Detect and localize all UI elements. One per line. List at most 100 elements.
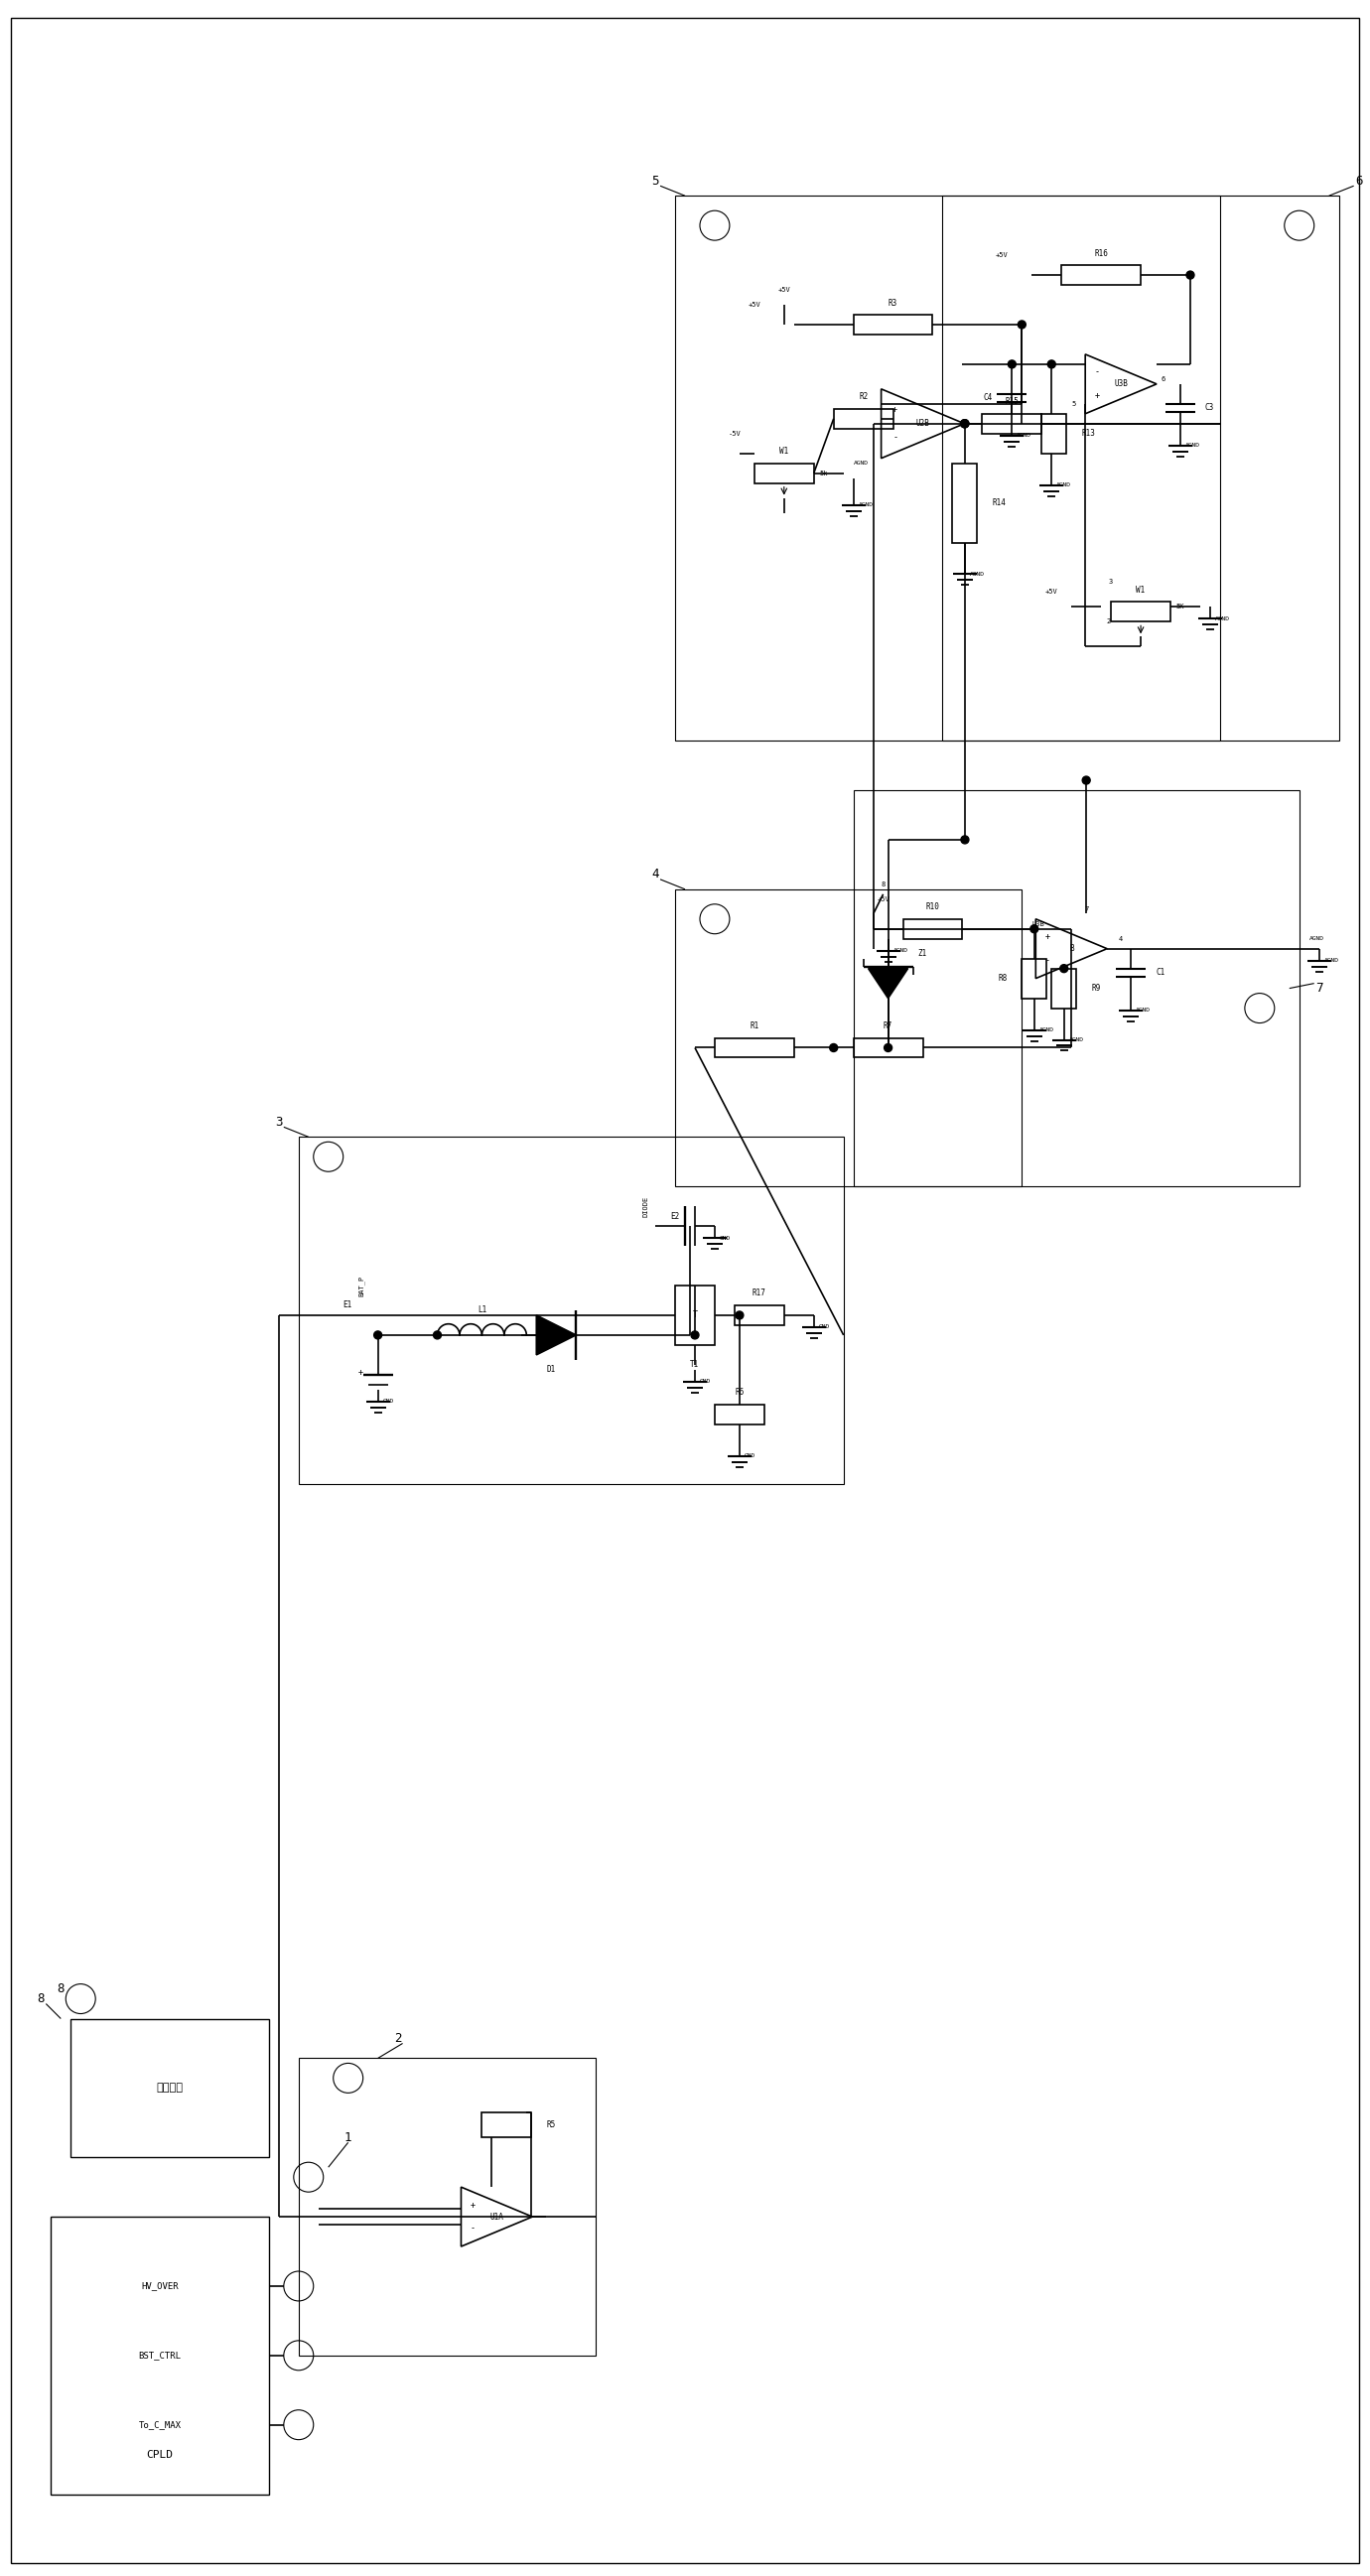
Bar <box>675 1285 715 1345</box>
Text: 3: 3 <box>1108 580 1114 585</box>
Text: R2: R2 <box>859 392 869 402</box>
Text: R17: R17 <box>752 1288 766 1298</box>
Circle shape <box>1030 925 1038 933</box>
Bar <box>943 196 1338 742</box>
Bar <box>51 2218 269 2494</box>
Text: AGND: AGND <box>1323 958 1338 963</box>
Bar <box>1022 958 1047 999</box>
Text: C3: C3 <box>1206 404 1214 412</box>
Circle shape <box>1048 361 1055 368</box>
Text: C4: C4 <box>982 394 992 402</box>
Bar <box>1062 265 1141 286</box>
Text: +5V: +5V <box>996 252 1008 258</box>
Text: 7: 7 <box>1084 907 1088 912</box>
Bar <box>299 2058 596 2354</box>
Text: U3B: U3B <box>1032 922 1044 927</box>
Text: W1: W1 <box>780 446 789 456</box>
Text: R5: R5 <box>547 2120 555 2130</box>
Text: R9: R9 <box>1092 984 1100 992</box>
Text: 转速检测: 转速检测 <box>156 2084 184 2092</box>
Bar <box>299 1136 844 1484</box>
Text: +: + <box>470 2200 475 2210</box>
Text: R8: R8 <box>997 974 1007 984</box>
Bar <box>854 314 933 335</box>
Text: 8: 8 <box>58 1984 64 1996</box>
Circle shape <box>1018 319 1026 330</box>
Bar <box>715 1404 764 1425</box>
Text: U2B: U2B <box>917 420 930 428</box>
Text: C1: C1 <box>1156 969 1164 976</box>
Bar <box>952 464 977 544</box>
Circle shape <box>374 1332 382 1340</box>
Circle shape <box>433 1332 441 1340</box>
Text: B: B <box>1069 945 1074 953</box>
Bar <box>675 889 1022 1188</box>
Text: R14: R14 <box>992 497 1006 507</box>
Text: +5V: +5V <box>877 896 889 902</box>
Text: 4: 4 <box>652 868 659 881</box>
Bar <box>755 464 814 484</box>
Bar <box>1041 415 1066 453</box>
Circle shape <box>1060 963 1069 974</box>
Text: 7: 7 <box>1315 981 1323 994</box>
Text: 1: 1 <box>344 2130 352 2143</box>
Text: R13: R13 <box>1081 430 1095 438</box>
Text: AGND: AGND <box>893 948 908 953</box>
Circle shape <box>1008 361 1017 368</box>
Text: CPLD: CPLD <box>147 2450 173 2460</box>
Bar <box>982 415 1041 433</box>
Text: L1: L1 <box>477 1306 486 1314</box>
Text: R7: R7 <box>884 1023 893 1030</box>
Polygon shape <box>537 1316 575 1355</box>
Text: AGND: AGND <box>1056 482 1071 487</box>
Text: 8: 8 <box>37 1991 45 2004</box>
Text: AGND: AGND <box>1310 935 1323 940</box>
Text: AGND: AGND <box>1069 1038 1084 1043</box>
Text: AGND: AGND <box>1040 1028 1054 1033</box>
Bar <box>71 2020 269 2156</box>
Text: DIODE: DIODE <box>643 1195 648 1216</box>
Text: R6: R6 <box>734 1388 744 1396</box>
Text: E2: E2 <box>670 1211 680 1221</box>
Circle shape <box>960 420 969 428</box>
Bar <box>854 1038 923 1059</box>
Text: GND: GND <box>700 1378 711 1383</box>
Text: HV_OVER: HV_OVER <box>141 2282 178 2290</box>
Text: -5V: -5V <box>729 430 741 435</box>
Text: +5V: +5V <box>778 286 790 294</box>
Text: 6: 6 <box>1355 175 1362 188</box>
Bar <box>833 410 893 428</box>
Text: AGND: AGND <box>970 572 985 577</box>
Text: GND: GND <box>719 1236 730 1242</box>
Text: 5: 5 <box>1073 402 1077 407</box>
Text: 5: 5 <box>652 175 659 188</box>
Text: 4: 4 <box>1119 935 1123 943</box>
Text: AGND: AGND <box>1185 443 1200 448</box>
Text: D1: D1 <box>547 1365 556 1373</box>
Text: -: - <box>893 433 897 443</box>
Bar <box>903 920 962 938</box>
Circle shape <box>960 420 969 428</box>
Text: +5V: +5V <box>748 301 760 307</box>
Text: GND: GND <box>382 1399 395 1404</box>
Bar <box>482 2112 532 2138</box>
Text: T1: T1 <box>690 1360 700 1370</box>
Text: +: + <box>1045 933 1049 940</box>
Text: 6: 6 <box>1160 376 1164 381</box>
Text: GND: GND <box>744 1453 756 1458</box>
Bar <box>715 1038 795 1059</box>
Text: 5k: 5k <box>819 471 827 477</box>
Text: GND: GND <box>819 1324 830 1329</box>
Circle shape <box>736 1311 744 1319</box>
Text: +: + <box>893 404 897 415</box>
Text: R16: R16 <box>1095 250 1108 258</box>
Text: AGND: AGND <box>859 502 873 507</box>
Bar <box>1052 969 1077 1007</box>
Bar <box>734 1306 784 1324</box>
Text: +: + <box>358 1368 363 1378</box>
Bar <box>854 791 1299 1188</box>
Text: To_C_MAX: To_C_MAX <box>138 2421 181 2429</box>
Text: R3: R3 <box>889 299 897 307</box>
Text: 2: 2 <box>1107 618 1111 626</box>
Circle shape <box>960 835 969 845</box>
